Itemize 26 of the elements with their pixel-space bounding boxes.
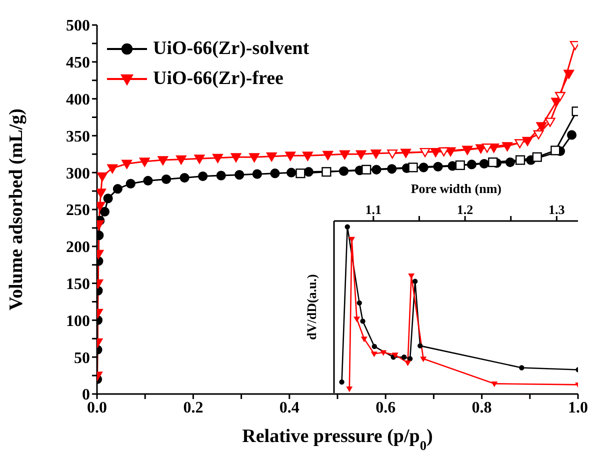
y-tick-label: 350 [66, 128, 90, 146]
y-tick-label: 300 [66, 165, 90, 182]
x-tick-label: 1.3 [548, 202, 566, 217]
y-tick-label: 500 [66, 18, 90, 35]
y-tick-label: 200 [66, 239, 90, 256]
x-tick-label: 0.6 [376, 399, 396, 416]
x-tick-label: 1.0 [568, 399, 588, 416]
x-tick-label: 0.2 [183, 399, 204, 416]
y-tick-label: 100 [66, 312, 90, 330]
y-axis-title: Volume adsorbed (mL/g) [6, 108, 27, 310]
x-axis-title: Relative pressure (p/p$_{0}$) [242, 426, 433, 452]
y-tick-label: 50 [74, 350, 90, 367]
x-tick-label: 0.4 [279, 399, 300, 416]
x-tick-label: 1.2 [456, 202, 474, 217]
y-tick-label: 250 [66, 202, 90, 220]
x-axis-title: Pore width (nm) [410, 181, 502, 196]
legend-label: UiO-66(Zr)-solvent [153, 38, 310, 60]
x-tick-label: 0.0 [87, 399, 107, 416]
y-axis-title: dV/dD(a.u.) [304, 274, 319, 340]
y-tick-label: 150 [66, 276, 90, 293]
y-tick-label: 450 [66, 54, 90, 72]
x-tick-label: 0.8 [472, 399, 492, 416]
legend-label: UiO-66(Zr)-free [153, 68, 284, 90]
y-tick-label: 0 [82, 386, 90, 404]
y-tick-label: 400 [66, 91, 90, 108]
x-tick-label: 1.1 [365, 202, 382, 217]
